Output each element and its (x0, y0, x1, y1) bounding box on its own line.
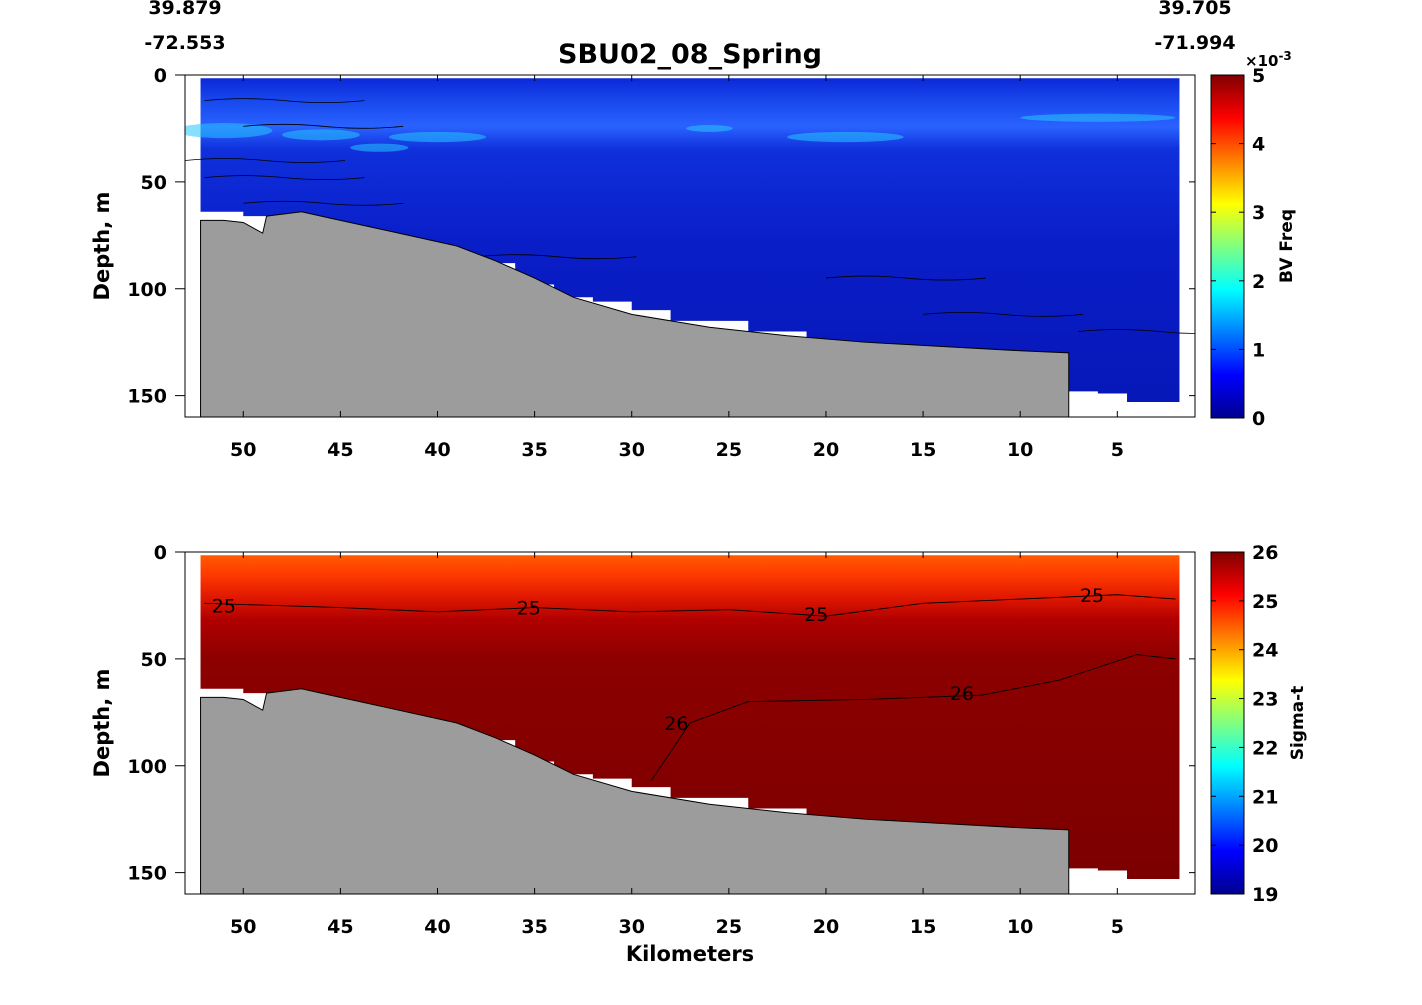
colorbar-tick-label: 24 (1252, 640, 1278, 662)
right-longitude: -71.994 (1154, 32, 1235, 54)
colorbar-tick-label: 23 (1252, 689, 1278, 711)
colorbar-tick-label: 26 (1252, 542, 1278, 564)
contour-label: 25 (804, 604, 828, 626)
x-tick-label: 5 (1111, 439, 1124, 461)
right-latitude: 39.705 (1158, 0, 1231, 19)
bottom-panel: 25 25 25 25 26 26 50 45 40 35 30 25 20 15 10 5 0 50 100 1… (90, 542, 1308, 938)
colorbar-tick-label: 19 (1252, 884, 1278, 906)
x-tick-label: 20 (813, 916, 839, 938)
sigma-t-contour-line (650, 654, 1176, 781)
bv-freq-contour-line (1078, 329, 1195, 334)
colorbar-tick-label: 3 (1252, 202, 1265, 224)
y-tick-label: 0 (154, 542, 167, 564)
y-ticks-bottom: 0 50 100 150 (127, 542, 1195, 885)
x-tick-label: 25 (716, 916, 742, 938)
x-tick-label: 30 (619, 439, 645, 461)
bv-freq-contour-line (923, 312, 1084, 317)
colorbar-ticks-bottom: 19 20 21 22 23 24 25 26 (1211, 542, 1278, 906)
bv-freq-patch (787, 131, 904, 143)
sigma-t-contours: 25 25 25 25 26 26 (204, 585, 1176, 781)
colorbar-tick-label: 2 (1252, 271, 1265, 293)
colorbar-tick-label: 0 (1252, 408, 1265, 430)
bv-freq-contours (185, 98, 1195, 334)
chart-title: SBU02_08_Spring (558, 39, 822, 70)
y-tick-label: 150 (127, 863, 167, 885)
x-tick-label: 15 (910, 916, 936, 938)
y-tick-label: 50 (141, 172, 167, 194)
x-tick-label: 15 (910, 439, 936, 461)
colorbar-ticks-top: 0 1 2 3 4 5 (1211, 65, 1265, 430)
x-tick-label: 50 (230, 916, 256, 938)
bv-freq-contour-line (185, 158, 346, 163)
x-tick-label: 45 (327, 916, 353, 938)
colorbar-exponent-top: -3 (1278, 49, 1291, 63)
bv-freq-contour-line (243, 200, 404, 206)
bv-freq-patch (282, 129, 360, 141)
x-tick-label: 30 (619, 916, 645, 938)
bv-freq-contour-line (825, 275, 987, 281)
bv-freq-patch (388, 131, 487, 143)
colorbar-label-top: BV Freq (1277, 209, 1297, 283)
contour-label: 25 (517, 598, 541, 620)
x-tick-label: 45 (327, 439, 353, 461)
bv-freq-contour-line (243, 123, 404, 129)
x-tick-label: 35 (521, 439, 547, 461)
bathymetry-bottom (200, 688, 1070, 894)
bathymetry-top (200, 211, 1070, 417)
colorbar-tick-label: 20 (1252, 835, 1278, 857)
sigma-t-field (200, 555, 1180, 880)
y-ticks-top: 0 50 100 150 (127, 65, 1195, 408)
x-tick-label: 20 (813, 439, 839, 461)
x-tick-label: 25 (716, 439, 742, 461)
y-axis-label-bottom: Depth, m (90, 669, 114, 778)
contour-label: 25 (1080, 585, 1104, 607)
y-tick-label: 50 (141, 649, 167, 671)
x-tick-label: 5 (1111, 916, 1124, 938)
x-axis-label: Kilometers (626, 942, 754, 966)
bv-freq-contour-line (204, 98, 365, 104)
bv-freq-patch (350, 143, 409, 152)
contour-label: 26 (664, 713, 688, 735)
y-tick-label: 100 (127, 279, 167, 301)
x-tick-label: 10 (1007, 916, 1033, 938)
bv-freq-field (200, 78, 1180, 403)
colorbar-label-bottom: Sigma-t (1288, 686, 1308, 761)
y-axis-label-top: Depth, m (90, 192, 114, 301)
colorbar-tick-label: 1 (1252, 339, 1265, 361)
x-tick-label: 50 (230, 439, 256, 461)
x-tick-label: 35 (521, 916, 547, 938)
colorbar-tick-label: 4 (1252, 134, 1265, 156)
colorbar-tick-label: 21 (1252, 786, 1278, 808)
y-tick-label: 100 (127, 756, 167, 778)
bv-freq-contour-line (476, 254, 637, 260)
colorbar-tick-label: 5 (1252, 65, 1265, 87)
colorbar-tick-label: 25 (1252, 591, 1278, 613)
y-tick-label: 150 (127, 386, 167, 408)
x-tick-label: 10 (1007, 439, 1033, 461)
sigma-t-contour-line (204, 594, 1176, 617)
colorbar-bottom (1210, 551, 1245, 895)
x-ticks-top: 50 45 40 35 30 25 20 15 10 5 (230, 75, 1124, 461)
bv-freq-patch (1020, 113, 1176, 122)
axes-box-bottom (184, 551, 1196, 895)
contour-label: 26 (950, 683, 974, 705)
axes-box-top (184, 74, 1196, 418)
colorbar-scale-top: ×10-3 (1245, 49, 1292, 70)
bv-freq-patch (185, 123, 273, 139)
bv-freq-contour-line (204, 175, 365, 180)
y-tick-label: 0 (154, 65, 167, 87)
x-ticks-bottom: 50 45 40 35 30 25 20 15 10 5 (230, 552, 1124, 938)
x-tick-label: 40 (424, 439, 450, 461)
bv-freq-patch (686, 125, 733, 132)
left-latitude: 39.879 (148, 0, 221, 19)
x-tick-label: 40 (424, 916, 450, 938)
contour-label: 25 (212, 595, 236, 617)
colorbar-top (1210, 74, 1245, 419)
left-longitude: -72.553 (144, 32, 225, 54)
colorbar-tick-label: 22 (1252, 737, 1278, 759)
